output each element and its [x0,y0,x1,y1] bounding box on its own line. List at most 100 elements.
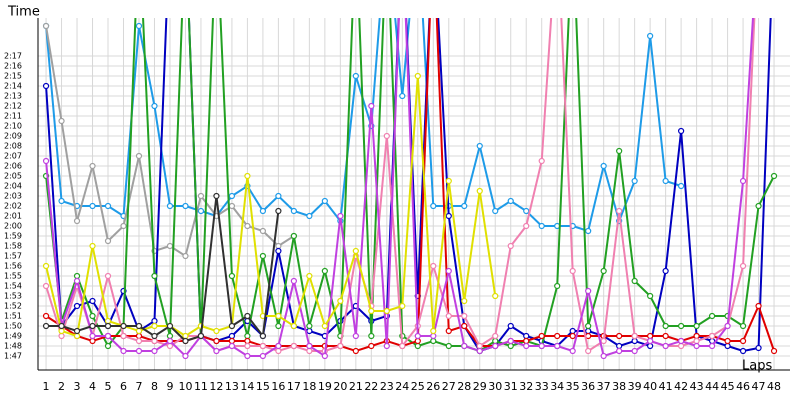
y-tick-label: 2:09 [4,132,22,141]
data-point [182,352,189,360]
data-point [600,352,607,360]
data-point [120,332,127,340]
x-tick-label: 30 [488,380,502,393]
data-point [383,307,390,315]
data-point [678,182,685,190]
y-tick-label: 1:59 [4,232,22,241]
data-point [569,327,576,335]
data-point [135,347,143,355]
y-tick-label: 1:53 [4,292,22,301]
data-point [678,322,685,330]
data-point [523,332,530,340]
data-point [678,127,685,135]
data-point [166,242,174,250]
data-point [228,322,236,330]
data-point [58,322,65,330]
y-tick-label: 2:16 [4,62,22,71]
data-point [213,347,220,355]
data-point [414,337,421,345]
data-point [306,342,313,350]
x-tick-label: 21 [349,380,363,393]
data-point [151,272,158,280]
data-point [461,342,468,350]
data-point [104,332,112,340]
data-point [42,322,50,330]
data-point [600,267,607,275]
data-point [739,177,747,185]
data-point [430,262,437,270]
data-point [430,202,437,210]
data-point [73,302,81,310]
data-point [337,212,344,220]
data-point [244,342,251,350]
data-point [693,322,700,330]
data-point [724,322,731,330]
data-point [275,312,282,320]
data-point [228,342,236,350]
y-tick-label: 2:12 [4,102,22,111]
data-point [399,92,406,100]
data-point [647,332,654,340]
data-point [166,202,174,210]
data-point [290,277,297,285]
data-point [275,242,282,250]
data-point [739,337,747,345]
x-tick-label: 9 [166,380,173,393]
data-point [228,202,236,210]
data-point [104,322,112,330]
data-point [228,332,236,340]
data-point [585,322,592,330]
y-tick-label: 1:48 [4,342,22,351]
data-point [337,342,344,350]
y-tick-label: 2:08 [4,142,22,151]
x-tick-label: 35 [566,380,580,393]
data-point [647,292,654,300]
data-point [585,347,592,355]
x-tick-label: 8 [151,380,158,393]
y-tick-label: 1:51 [4,312,22,321]
data-point [662,267,669,275]
data-point [430,332,437,340]
data-point [42,312,50,320]
data-point [321,267,328,275]
data-point [352,332,359,340]
data-point [755,202,762,210]
data-point [616,332,623,340]
data-point [104,317,112,325]
data-point [445,177,452,185]
data-point [182,252,189,260]
data-point [693,337,700,345]
data-point [244,222,251,230]
y-tick-label: 2:01 [4,212,22,221]
data-point [73,272,81,280]
data-point [290,342,297,350]
data-point [259,252,267,260]
data-point [445,327,452,335]
data-point [461,312,468,320]
y-tick-label: 2:07 [4,152,22,161]
x-tick-label: 20 [333,380,347,393]
data-point [662,322,669,330]
data-point [461,322,468,330]
x-tick-label: 31 [504,380,518,393]
data-point [151,322,158,330]
x-tick-label: 24 [395,380,409,393]
x-tick-label: 36 [581,380,595,393]
data-point [708,342,716,350]
x-tick-label: 43 [690,380,704,393]
x-tick-label: 38 [612,380,626,393]
data-point [554,342,561,350]
x-tick-label: 7 [135,380,142,393]
data-point [120,347,127,355]
data-point [182,337,189,345]
data-point [662,177,669,185]
data-point [523,207,530,215]
data-point [507,322,514,330]
data-point [445,312,452,320]
data-point [135,322,143,330]
data-point [585,227,592,235]
x-tick-label: 48 [767,380,781,393]
data-point [414,342,421,350]
x-tick-label: 23 [380,380,394,393]
data-point [42,262,50,270]
